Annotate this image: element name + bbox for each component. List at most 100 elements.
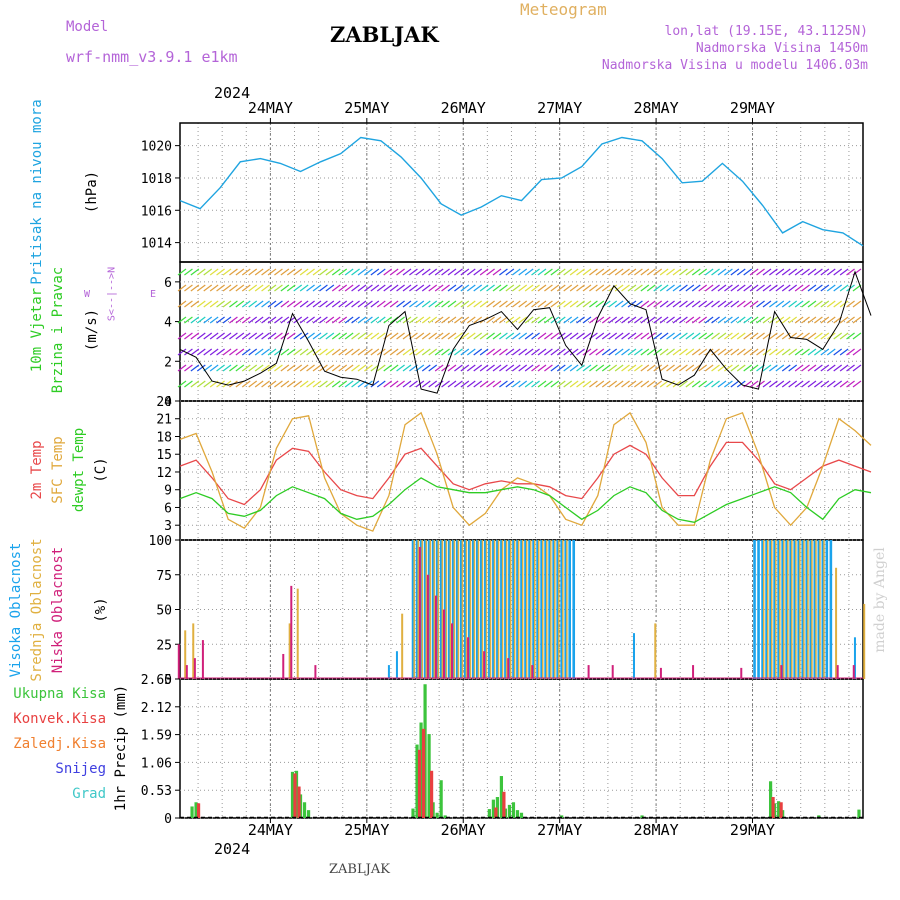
wind-barb [846,316,855,324]
wind-barb [492,380,502,388]
wind-barb [724,284,733,292]
wind-barb [196,268,206,276]
wind-barb [724,380,733,388]
wind-barb [466,300,476,308]
wind-barb [319,300,328,308]
wind-barb [293,364,303,372]
wind-barb [698,380,708,388]
high-cloud-bar [532,540,535,679]
wind-barb [428,300,438,308]
wind-barb [749,268,759,276]
wind-barb [254,364,264,372]
model-name: wrf-nmm_v3.9.1 e1km [66,48,238,66]
wind-barb [286,364,296,372]
wind-barb [389,380,399,388]
wind-barb [222,348,232,356]
total-precip-bar [190,806,194,818]
wind-barb [756,316,765,324]
wind-barb [479,348,489,356]
wind-barb [672,364,682,372]
wind-barb [364,268,373,276]
wind-barb [299,300,309,308]
wind-barb [653,284,663,292]
wind-barb [717,364,727,372]
high-cloud-bar [508,540,511,679]
wind-barb [319,284,328,292]
wind-barb [351,268,360,276]
wind-barb [229,284,238,292]
wind-barb [299,284,309,292]
wind-barb [544,364,553,372]
wind-barb [441,364,450,372]
wind-barb [274,300,283,308]
wind-barb [479,268,489,276]
high-cloud-bar [504,540,507,679]
wind-barb [177,332,187,340]
wind-barb [505,348,515,356]
wind-barb [299,380,309,388]
wind-barb [229,300,238,308]
wind-barb [447,332,457,340]
wind-barb [634,316,643,324]
wind-barb [338,284,348,292]
mid-cloud-bar [501,540,504,679]
total-precip-bar [499,776,504,818]
wind-barb [556,364,566,372]
wind-barb [351,364,360,372]
high-cloud-bar [540,540,543,679]
wind-barb [293,268,303,276]
wind-barb [666,300,675,308]
wind-barb [357,348,367,356]
wind-barb [235,268,245,276]
mid-cloud-bar [485,540,488,679]
total-precip-bar [487,809,491,818]
wind-barb [653,364,663,372]
wind-barb [595,348,605,356]
wind-barb [704,300,714,308]
wind-barb [222,268,232,276]
wind-barb [486,380,495,388]
top-day-label: 26MAY [440,99,486,117]
precip-frame [179,678,864,819]
wind-barb [396,316,405,324]
wind-barb [370,380,380,388]
wind-barb [749,348,759,356]
wind-barb [190,348,200,356]
wind-barb [460,364,470,372]
wind-barb [428,380,438,388]
wind-barb [685,348,695,356]
wind-barb [357,284,367,292]
wind-barb [312,300,322,308]
wind-barb [492,284,502,292]
wind-barb [589,348,598,356]
wind-barb [466,364,476,372]
wind-barb [325,300,335,308]
wind-barb [814,348,823,356]
temp-tick-label: 3 [164,519,172,534]
wind-barb [788,268,798,276]
wind-barb [203,300,213,308]
mid-cloud-bar [819,540,821,679]
wind-barb [672,332,682,340]
wind-barb [698,364,708,372]
wind-barb [466,268,476,276]
wind-barb [486,332,495,340]
wind-barb [659,300,669,308]
high-cloud-bar [765,540,768,679]
wind-barb [544,348,553,356]
wind-barb [672,284,682,292]
wind-barb [672,268,682,276]
wind-barb [807,364,817,372]
bottom-day-label: 29MAY [729,821,776,839]
low-cloud-bar [442,609,445,679]
mid-cloud-bar [481,540,484,679]
wind-barb [531,332,540,340]
wind-barb [190,380,200,388]
wind-barb [389,332,399,340]
high-cloud-bar [395,651,398,679]
wind-barb [518,364,528,372]
wind-barb [749,364,759,372]
wind-barb [601,284,611,292]
wind-barb [801,316,810,324]
